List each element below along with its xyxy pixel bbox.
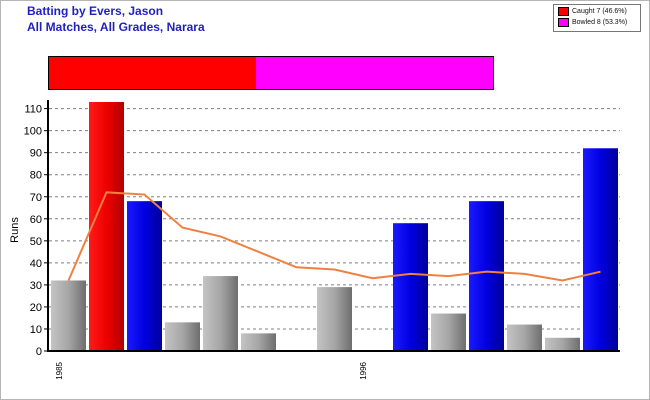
- legend-label-caught: Caught 7 (46.6%): [572, 8, 627, 15]
- y-tick-label: 110: [24, 104, 42, 116]
- legend: Caught 7 (46.6%) Bowled 8 (53.3%): [553, 4, 641, 32]
- x-tick-label: 1996: [359, 361, 368, 379]
- bar: [583, 148, 618, 351]
- bar: [507, 324, 542, 351]
- dismissal-segment-bowled: [255, 57, 493, 89]
- y-tick-label: 40: [30, 258, 42, 270]
- bar: [203, 276, 238, 351]
- dismissal-segment-caught: [49, 57, 256, 89]
- y-tick-label: 30: [30, 280, 42, 292]
- y-tick-label: 90: [30, 148, 42, 160]
- bar: [545, 337, 580, 351]
- y-tick-label: 70: [30, 192, 42, 204]
- y-axis-label: Runs: [9, 217, 21, 243]
- bar: [317, 287, 352, 351]
- average-line: [67, 191, 601, 282]
- dismissal-bar: [48, 56, 494, 90]
- y-tick-label: 0: [36, 346, 42, 358]
- chart-subtitle: All Matches, All Grades, Narara: [27, 20, 205, 34]
- bar: [431, 313, 466, 351]
- x-tick-label: 1985: [55, 361, 64, 379]
- y-tick-label: 10: [30, 324, 42, 336]
- y-tick-label: 80: [30, 170, 42, 182]
- y-tick-label: 20: [30, 302, 42, 314]
- bar: [165, 322, 200, 351]
- bar: [127, 201, 162, 351]
- bar: [393, 223, 428, 351]
- legend-item-bowled: Bowled 8 (53.3%): [558, 18, 627, 30]
- bar: [51, 280, 86, 351]
- bar: [469, 201, 504, 351]
- chart-title: Batting by Evers, Jason: [27, 4, 164, 18]
- legend-label-bowled: Bowled 8 (53.3%): [572, 19, 628, 26]
- legend-swatch-bowled: [558, 18, 569, 27]
- y-tick-label: 100: [24, 126, 42, 138]
- bar: [89, 102, 124, 351]
- y-tick-label: 50: [30, 236, 42, 248]
- legend-swatch-caught: [558, 7, 569, 16]
- legend-item-caught: Caught 7 (46.6%): [558, 7, 627, 19]
- y-tick-label: 60: [30, 214, 42, 226]
- bar: [241, 333, 276, 351]
